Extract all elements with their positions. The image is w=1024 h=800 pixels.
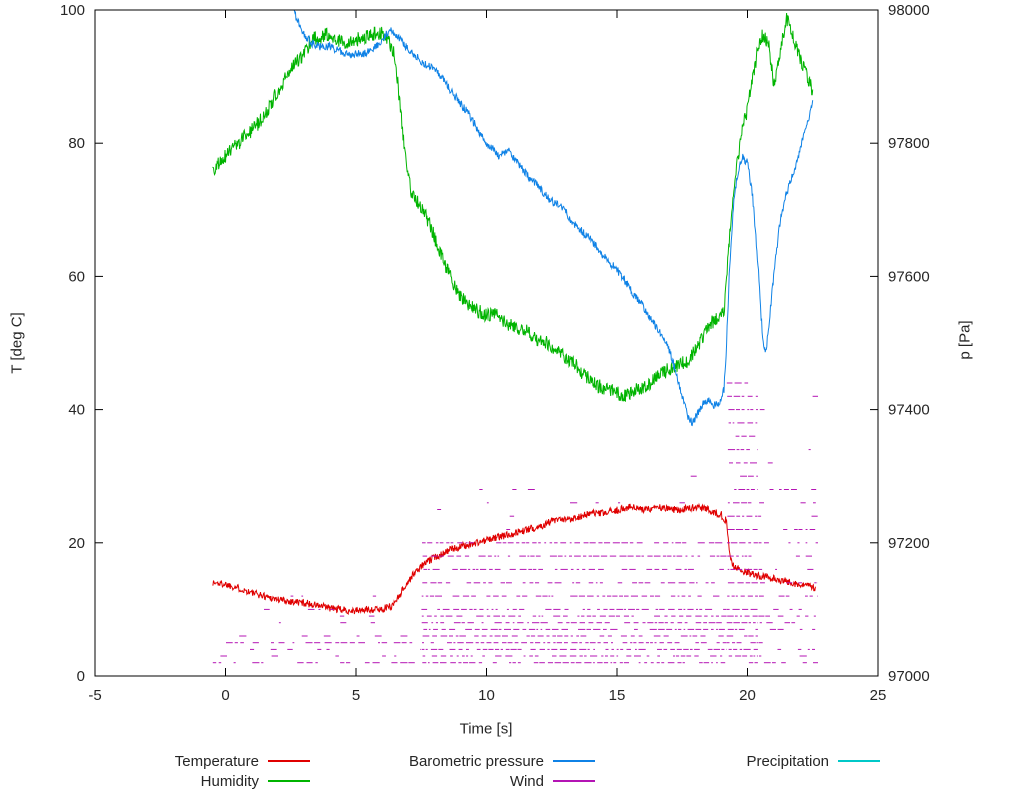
y-right-axis-label: p [Pa] xyxy=(956,320,974,360)
legend-line-humidity xyxy=(268,780,310,782)
x-tick-label: 10 xyxy=(478,687,495,704)
legend-item-humidity: Humidity xyxy=(0,771,310,791)
legend-label-barometric-pressure: Barometric pressure xyxy=(408,752,544,770)
tick-labels: -5 0 5 10 15 20 250204060801009700097200974009… xyxy=(60,2,930,704)
series-layer xyxy=(212,10,818,664)
y-right-tick-label: 97400 xyxy=(888,402,930,419)
series-barometric-pressure xyxy=(291,10,814,427)
x-tick-label: 20 xyxy=(739,687,756,704)
series-wind xyxy=(212,382,818,664)
x-tick-label: 5 xyxy=(352,687,360,704)
x-tick-label: 25 xyxy=(870,687,887,704)
chart-background xyxy=(0,0,1024,712)
x-tick-label: -5 xyxy=(88,687,101,704)
legend-label-precipitation: Precipitation xyxy=(746,752,829,770)
legend-item-wind: Wind xyxy=(310,771,595,791)
y-left-tick-label: 100 xyxy=(60,2,85,19)
y-right-tick-label: 97200 xyxy=(888,535,930,552)
series-temperature xyxy=(212,502,816,616)
legend-line-precipitation xyxy=(838,760,880,762)
y-left-tick-label: 80 xyxy=(68,135,85,152)
legend-line-temperature xyxy=(268,760,310,762)
legend-label-temperature: Temperature xyxy=(174,752,259,770)
legend-item-temperature: Temperature xyxy=(0,751,310,771)
legend-spacer xyxy=(595,771,880,791)
legend-line-wind xyxy=(553,780,595,782)
y-right-tick-label: 97000 xyxy=(888,668,930,685)
chart-plot-area: -5 0 5 10 15 20 250204060801009700097200974009… xyxy=(0,0,1024,712)
x-tick-label: 0 xyxy=(221,687,229,704)
y-right-tick-label: 97800 xyxy=(888,135,930,152)
y-left-tick-label: 60 xyxy=(68,268,85,285)
y-left-axis-label: T [deg C] xyxy=(8,312,26,374)
x-tick-label: 15 xyxy=(609,687,626,704)
chart-legend: Temperature Barometric pressure Precipit… xyxy=(0,751,1000,791)
x-axis-label: Time [s] xyxy=(459,720,513,738)
legend-item-barometric-pressure: Barometric pressure xyxy=(310,751,595,771)
y-right-tick-label: 97600 xyxy=(888,268,930,285)
legend-line-barometric-pressure xyxy=(553,760,595,762)
y-left-tick-label: 0 xyxy=(77,668,85,685)
legend-label-wind: Wind xyxy=(509,772,544,790)
axis-ticks xyxy=(94,9,879,677)
y-left-tick-label: 20 xyxy=(68,535,85,552)
legend-item-precipitation: Precipitation xyxy=(595,751,880,771)
series-humidity xyxy=(212,12,814,403)
y-right-tick-label: 98000 xyxy=(888,2,930,19)
y-left-tick-label: 40 xyxy=(68,402,85,419)
legend-label-humidity: Humidity xyxy=(200,772,259,790)
